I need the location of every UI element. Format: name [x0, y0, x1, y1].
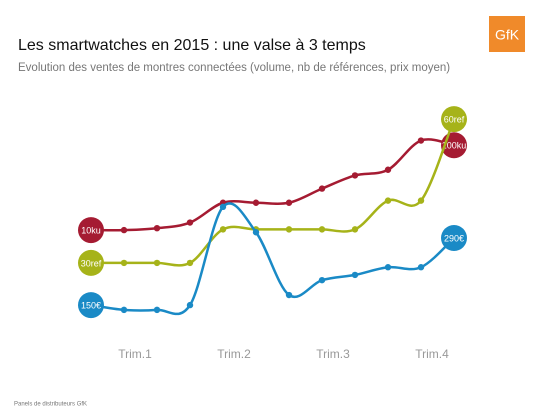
data-label: 30ref [81, 258, 102, 268]
chart-title: Les smartwatches en 2015 : une valse à 3… [18, 37, 366, 54]
point [417, 264, 425, 271]
x-tick-label: Trim.3 [316, 347, 350, 361]
point [351, 172, 359, 179]
point [219, 203, 227, 211]
point [384, 197, 392, 204]
data-label: 10ku [81, 225, 101, 235]
line [91, 118, 456, 267]
point [285, 291, 293, 299]
logo: GfK [495, 27, 520, 43]
x-tick-label: Trim.4 [415, 347, 449, 361]
data-label: 150€ [81, 300, 101, 310]
chart-subtitle: Evolution des ventes de montres connecté… [18, 62, 450, 74]
point [318, 226, 326, 233]
end-marker [441, 106, 467, 133]
data-label: 100ku [442, 141, 467, 151]
x-tick-label: Trim.1 [118, 347, 152, 361]
point [384, 166, 392, 173]
point [285, 226, 293, 233]
point [252, 199, 260, 206]
x-tick-label: Trim.2 [217, 347, 251, 361]
point [351, 271, 359, 279]
point [120, 226, 128, 234]
point [186, 259, 194, 267]
line [90, 202, 455, 316]
point [384, 264, 392, 271]
end-marker [78, 292, 104, 319]
end-marker [78, 217, 104, 244]
point [186, 219, 194, 226]
point [153, 224, 161, 232]
point [285, 199, 293, 206]
point [153, 306, 161, 314]
end-marker [78, 249, 104, 276]
point [120, 259, 128, 267]
point [252, 229, 260, 236]
point [351, 226, 359, 233]
line [90, 138, 455, 232]
data-label: 290€ [444, 233, 464, 243]
point [219, 226, 227, 233]
point [120, 306, 128, 314]
end-marker [441, 225, 467, 251]
point [417, 137, 425, 144]
point [318, 185, 326, 192]
logo-box [489, 16, 525, 52]
data-label: 60ref [444, 115, 465, 125]
point [186, 301, 194, 309]
point [153, 259, 161, 267]
point [318, 276, 326, 284]
footnote: Panels de distributeurs GfK [14, 402, 87, 408]
point [417, 197, 425, 204]
